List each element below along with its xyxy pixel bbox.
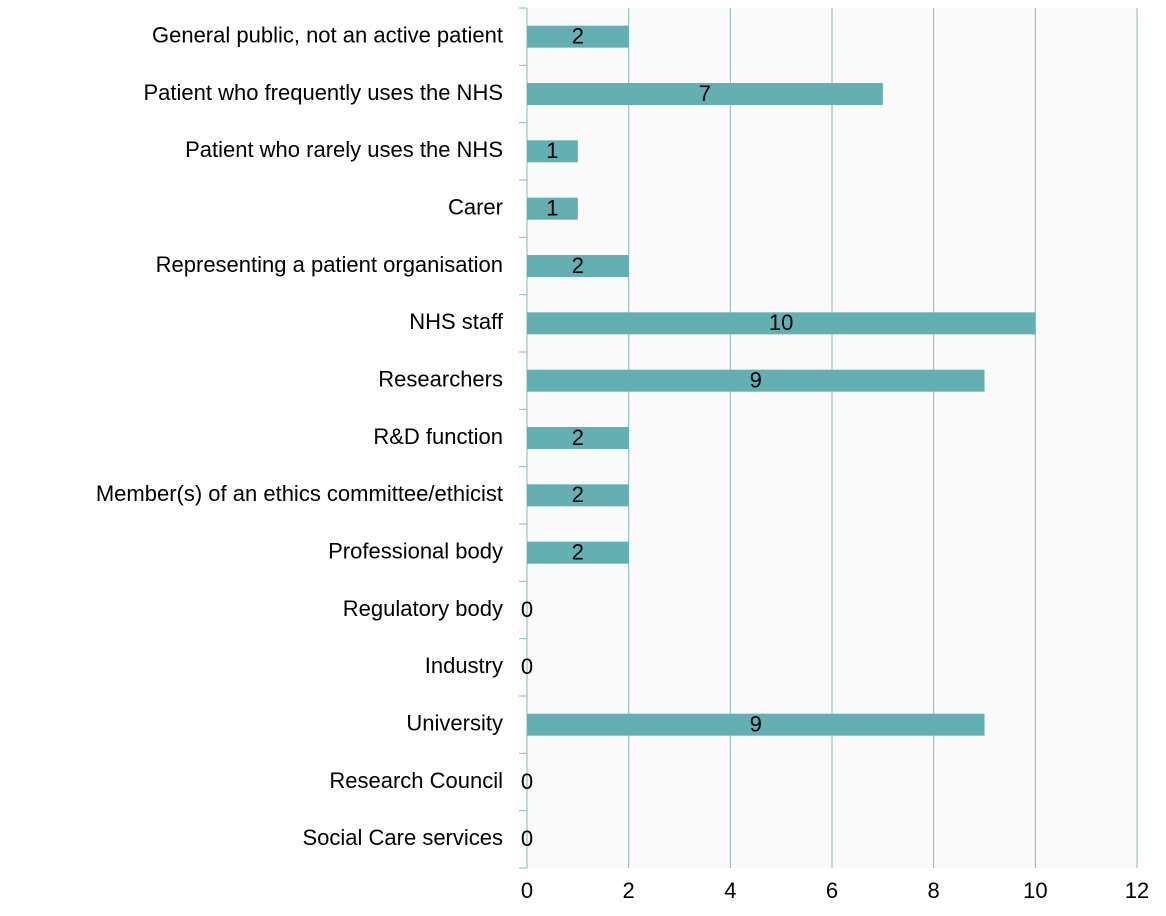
bar (527, 427, 629, 449)
data-label: 2 (572, 425, 584, 450)
data-label: 2 (572, 23, 584, 48)
data-label: 0 (521, 597, 533, 622)
y-tick-label: Representing a patient organisation (156, 252, 503, 277)
bar (527, 140, 578, 163)
x-tick-label: 8 (928, 878, 940, 903)
y-tick-label: Regulatory body (343, 596, 503, 621)
y-tick-label: Carer (448, 194, 503, 219)
y-tick-label: General public, not an active patient (152, 22, 503, 47)
y-tick-label: NHS staff (409, 309, 504, 334)
data-label: 2 (572, 482, 584, 507)
y-tick-label: Research Council (329, 768, 503, 793)
bar (527, 484, 629, 507)
bar (527, 312, 1036, 335)
data-label: 10 (769, 310, 793, 335)
x-tick-label: 0 (521, 878, 533, 903)
y-tick-label: Patient who frequently uses the NHS (143, 80, 503, 105)
y-tick-label: Patient who rarely uses the NHS (185, 137, 503, 162)
data-label: 0 (521, 769, 533, 794)
y-tick-label: University (406, 710, 503, 735)
x-tick-label: 4 (724, 878, 736, 903)
data-label: 0 (521, 826, 533, 851)
y-tick-label: Industry (425, 653, 503, 678)
y-tick-label: Professional body (328, 538, 503, 563)
y-tick-label: Social Care services (302, 825, 503, 850)
y-tick-label: Researchers (378, 366, 503, 391)
bar (527, 197, 578, 220)
bar (527, 83, 883, 105)
y-tick-label: R&D function (373, 424, 503, 449)
bar (527, 541, 629, 564)
data-label: 7 (699, 81, 711, 106)
bar (527, 25, 629, 48)
data-label: 0 (521, 654, 533, 679)
data-label: 1 (546, 138, 558, 163)
data-label: 9 (750, 711, 762, 736)
data-label: 9 (750, 367, 762, 392)
x-tick-label: 2 (623, 878, 635, 903)
bar (527, 713, 985, 736)
data-label: 2 (572, 253, 584, 278)
x-tick-label: 10 (1023, 878, 1047, 903)
data-label: 1 (546, 195, 558, 220)
y-tick-label: Member(s) of an ethics committee/ethicis… (96, 481, 503, 506)
x-tick-label: 12 (1125, 878, 1149, 903)
data-label: 2 (572, 539, 584, 564)
bar (527, 369, 985, 392)
bar (527, 255, 629, 277)
x-tick-label: 6 (826, 878, 838, 903)
